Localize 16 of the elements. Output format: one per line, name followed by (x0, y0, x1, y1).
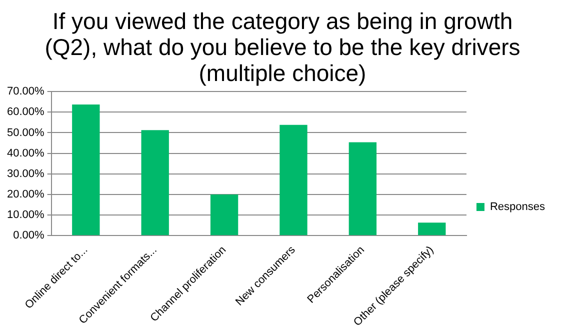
y-tick-label: 0.00% (13, 230, 45, 242)
bar (210, 194, 238, 236)
chart-title: If you viewed the category as being in growth (Q2), what do you believe to be the key drivers (multiple choice) (44, 7, 522, 86)
y-tick-label: 20.00% (6, 188, 45, 200)
y-tick-label: 10.00% (6, 209, 45, 222)
legend-label: Responses (490, 201, 546, 214)
y-tick-label: 50.00% (6, 126, 45, 139)
y-tick-label: 30.00% (6, 168, 45, 180)
bar (72, 104, 100, 236)
bar (141, 130, 169, 236)
bar (280, 124, 308, 236)
bar (418, 222, 446, 236)
y-tick-label: 40.00% (6, 147, 45, 160)
y-tick-label: 70.00% (6, 86, 45, 98)
y-tick-label: 60.00% (6, 106, 45, 118)
bar (348, 142, 377, 236)
